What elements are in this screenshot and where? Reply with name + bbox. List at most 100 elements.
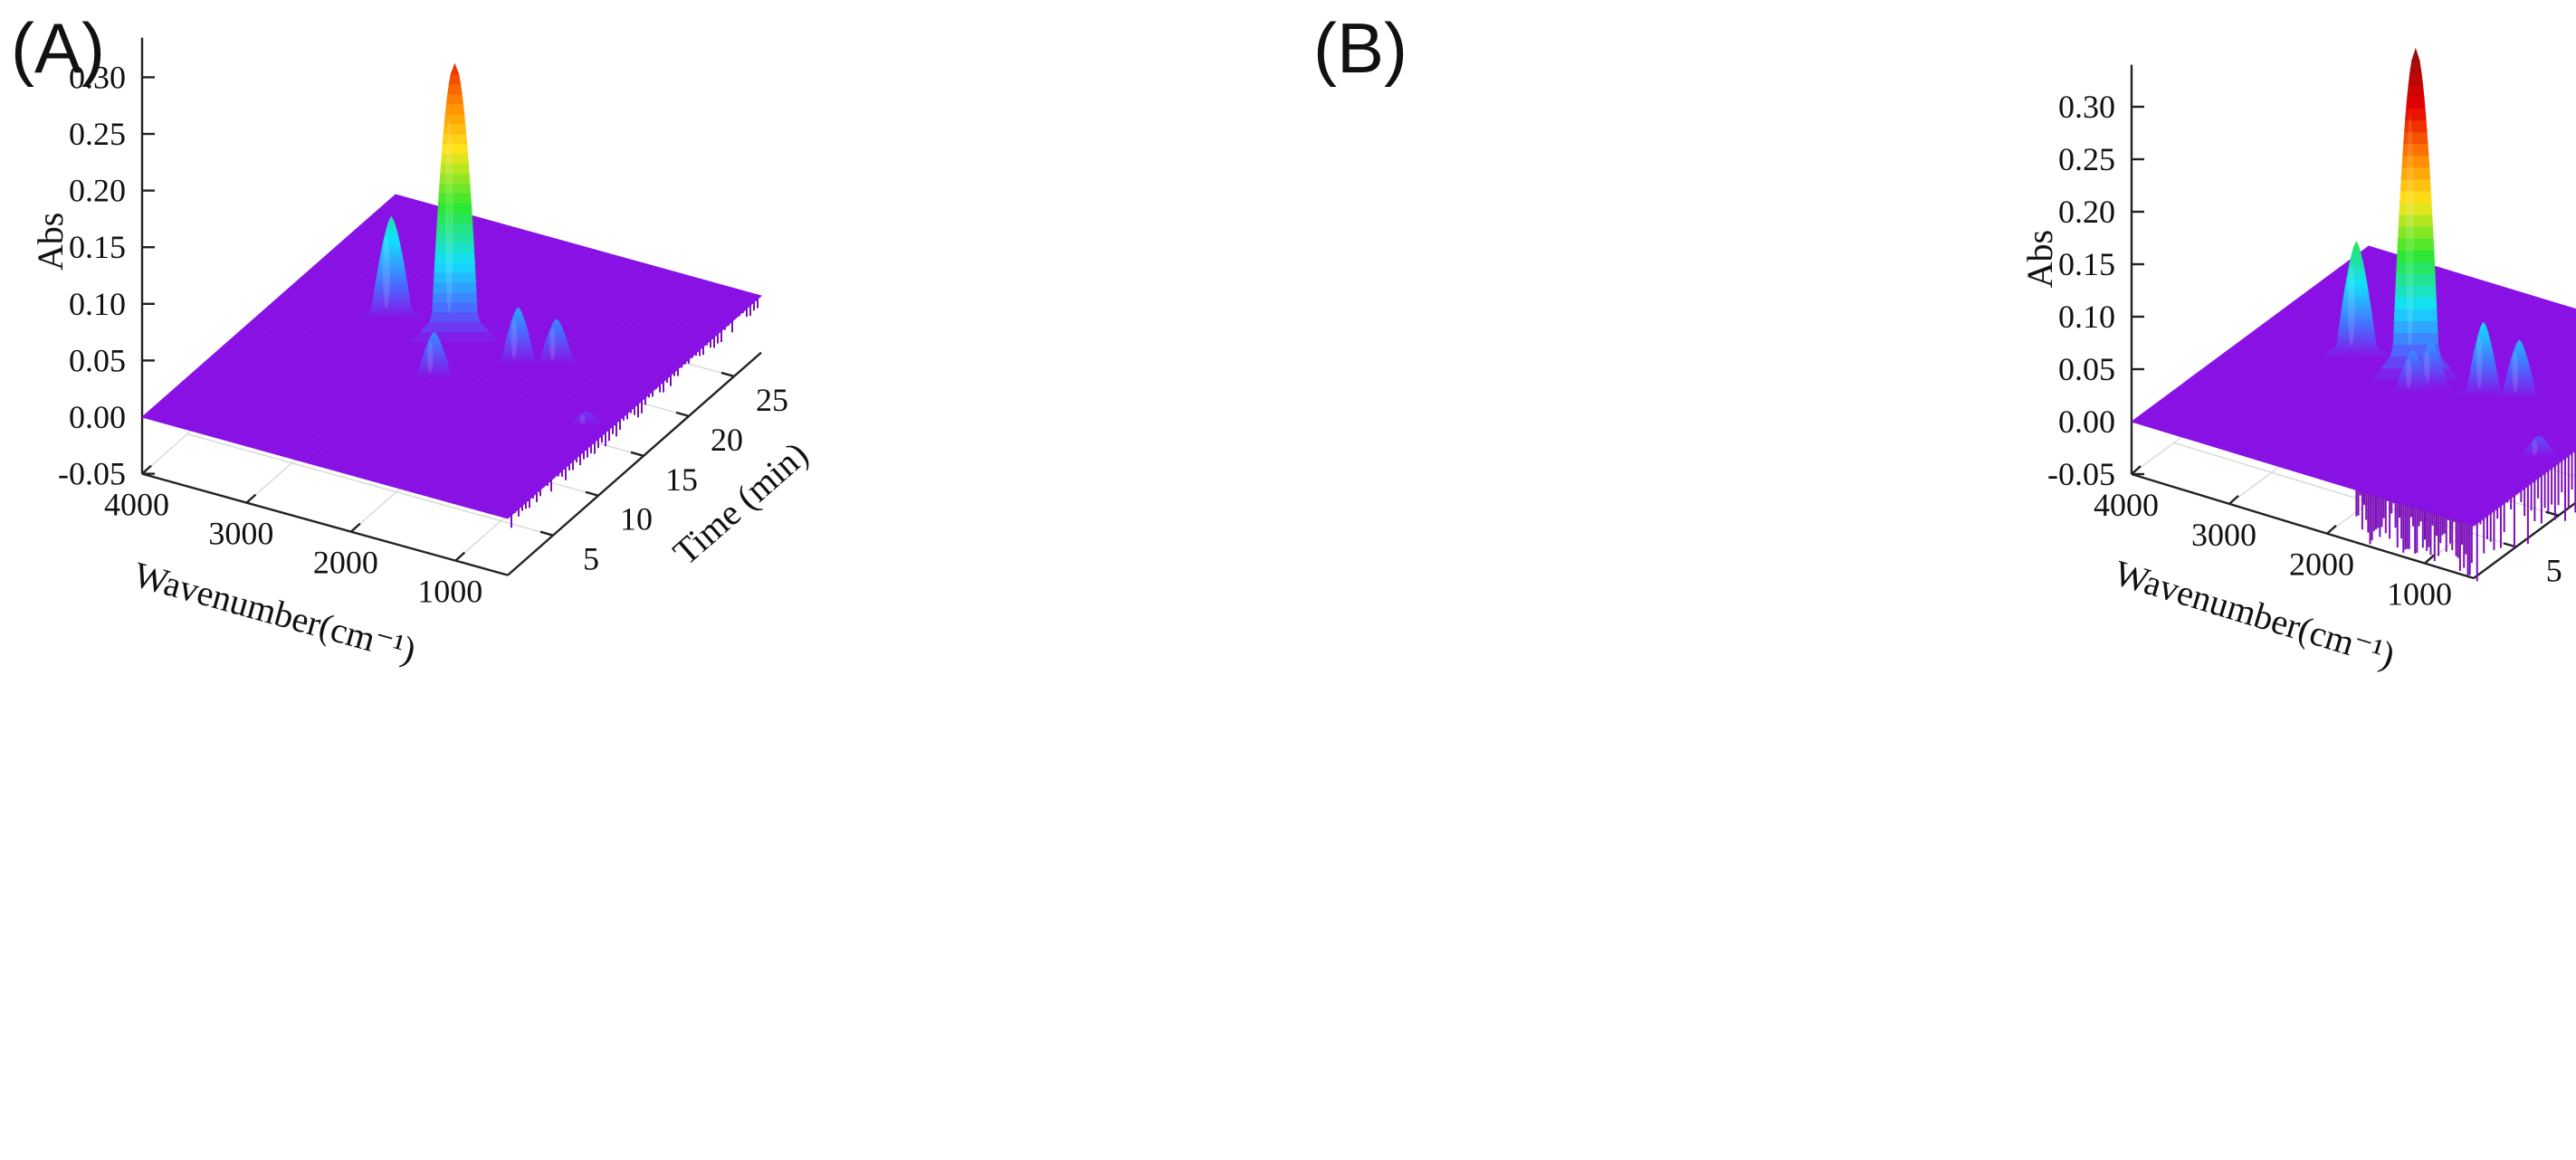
surface-mesh-line [281, 233, 537, 457]
z-tick-label: 0.25 [2058, 141, 2115, 177]
surface-peak [410, 62, 500, 343]
surface-mesh-line [221, 215, 475, 440]
surface-peak-band [431, 331, 437, 335]
x-tick-mark [350, 522, 361, 533]
x-tick-label: 3000 [208, 516, 273, 552]
surface-mesh-line [404, 266, 658, 490]
surface-peak-band [2341, 307, 2372, 313]
surface-peak-band [2411, 47, 2420, 62]
surface-peak-band [2408, 71, 2424, 85]
x-axis-line-b [2131, 472, 2475, 580]
surface-mesh-line [386, 261, 640, 486]
surface-peak-band [2342, 299, 2371, 305]
surface-peak-band [450, 62, 460, 75]
y-tick-mark [720, 371, 735, 378]
surface-peak [555, 411, 618, 426]
y-tick-label: 25 [756, 382, 788, 418]
surface-peak-highlight [2476, 337, 2483, 389]
surface-mesh-line [2359, 330, 2576, 492]
surface-mesh-line [495, 291, 749, 516]
panel-a: (A) -0.05 0.00 0.05 0.10 0.15 0.20 0.25 0.30 Abs… [11, 13, 816, 670]
surface-peak-band [353, 314, 430, 319]
surface-mesh-line [2416, 389, 2576, 509]
surface-peak-band [2352, 245, 2361, 251]
surface-mesh-line [489, 290, 744, 514]
surface-peak-band [384, 231, 399, 236]
panel-label-b: (B) [1313, 8, 1407, 88]
x-tick-mark [2228, 494, 2239, 505]
surface-a [140, 62, 763, 528]
z-tick-label: 0.05 [69, 342, 126, 378]
surface-mesh-line [2137, 247, 2375, 424]
x-tick-mark [2424, 554, 2435, 565]
surface-peak-band [436, 222, 473, 233]
z-axis-title-b: Abs [2019, 230, 2060, 288]
surface-peak [487, 307, 549, 366]
surface-peak-band [373, 292, 410, 298]
surface-peak-band [377, 267, 406, 272]
x-tick-mark [454, 551, 466, 562]
surface-peak-highlight [2512, 351, 2519, 393]
y-tick-mark [630, 451, 644, 457]
surface-peak-band [372, 296, 411, 301]
surface-mesh-line [482, 289, 738, 512]
surface-peak-band [385, 227, 398, 233]
z-tick-label: 0.20 [2058, 194, 2115, 230]
surface-mesh-line [2388, 359, 2576, 500]
surface-mesh-line [471, 285, 725, 509]
x-tick-mark [2326, 524, 2337, 535]
z-tick-label: 0.25 [69, 116, 126, 152]
surface-peak-band [440, 162, 470, 174]
surface-peak-band [434, 271, 476, 283]
surface-peak-band [2338, 323, 2375, 329]
surface-peak-band [439, 172, 471, 184]
surface-peak-band [444, 113, 466, 125]
surface-mesh-line [2450, 425, 2576, 519]
x-tick-label: 2000 [2289, 547, 2354, 583]
surface-peak-band [2336, 336, 2376, 342]
surface-peak-band [2409, 60, 2422, 73]
surface-peak-band [434, 252, 475, 263]
surface-peak-band [2394, 296, 2438, 309]
surface-peak-band [2340, 315, 2373, 321]
surface-peak-band [2409, 349, 2416, 353]
surface-peak-band [2401, 155, 2430, 168]
surface-mesh-line [373, 258, 628, 482]
surface-peak [525, 319, 588, 366]
surface-peak [2381, 349, 2444, 393]
surface-peak-band [374, 285, 409, 290]
surface-peak-highlight [382, 237, 390, 309]
surface-mesh-line [288, 234, 542, 459]
surface-mesh-line [330, 246, 586, 471]
surface-peak-band [2349, 258, 2363, 263]
surface-peak-band [2336, 340, 2377, 346]
surface-mesh-line [2177, 259, 2415, 436]
surface-peak-band [2393, 308, 2438, 321]
surface-mesh-line [446, 278, 701, 502]
surface-peak-band [2399, 202, 2433, 215]
surface-mesh-line [2456, 431, 2576, 521]
surface-peak-highlight [444, 119, 453, 314]
edge-noise-b [2355, 450, 2576, 582]
surface-plot-a: -0.05 0.00 0.05 0.10 0.15 0.20 0.25 0.30 Abs 4000… [30, 37, 816, 670]
surface-mesh-line [2353, 324, 2576, 490]
x-tick-label: 2000 [313, 545, 378, 581]
surface-mesh-line [415, 270, 671, 494]
surface-mesh-line [2410, 384, 2576, 508]
surface-mesh-line [501, 293, 756, 518]
surface-peak-band [429, 311, 481, 323]
edge-noise-a [510, 299, 758, 528]
surface-mesh-line [275, 231, 530, 455]
surface-peak-band [432, 301, 478, 313]
surface-peak [2452, 321, 2515, 397]
surface-mesh-line [2462, 437, 2576, 523]
z-tick-label: 0.15 [69, 229, 126, 265]
surface-peak-band [361, 310, 422, 316]
panel-b: (B) -0.05 0.00 0.05 0.10 0.15 0.20 0.25 0.30 Abs… [1288, 0, 2576, 1160]
surface-peak-band [2406, 96, 2426, 109]
surface-peak-band [371, 303, 412, 309]
surface-mesh-line [270, 229, 524, 453]
surface-peak [403, 331, 466, 379]
surface-peak-band [2399, 190, 2432, 204]
surface-peak-band [2318, 352, 2395, 358]
